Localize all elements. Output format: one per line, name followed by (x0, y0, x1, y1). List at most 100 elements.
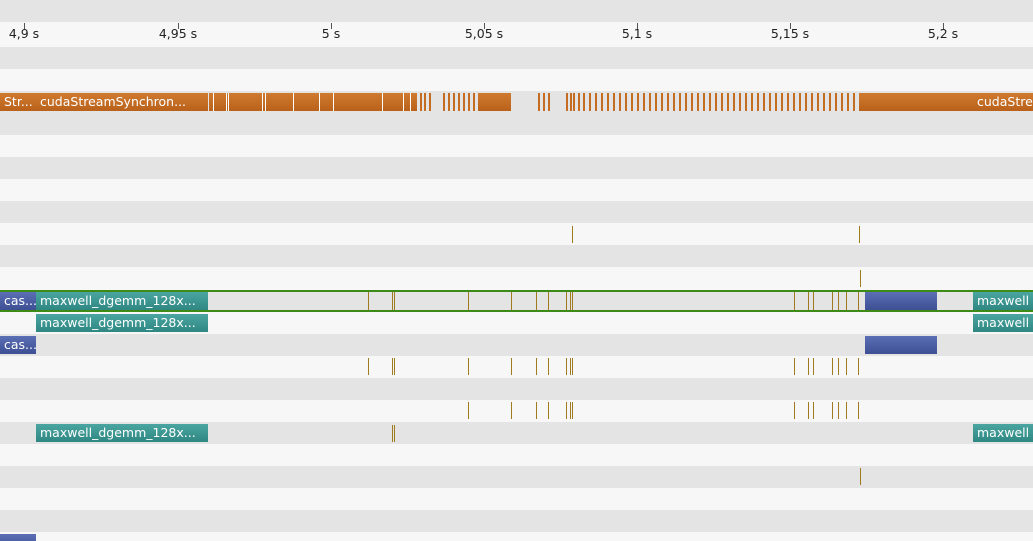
api-call-marker[interactable] (775, 93, 777, 111)
api-call-marker[interactable] (578, 93, 580, 111)
api-call-marker[interactable] (649, 93, 651, 111)
event-marker[interactable] (858, 358, 859, 375)
api-call-marker[interactable] (763, 93, 765, 111)
kernel-bar[interactable]: maxwell (973, 292, 1033, 310)
kernel-bar[interactable]: maxwell_dgemm_128x... (36, 314, 208, 332)
api-gap[interactable] (410, 93, 411, 111)
kernel-bar[interactable]: maxwell (973, 314, 1033, 332)
api-call-marker[interactable] (727, 93, 729, 111)
row[interactable] (0, 267, 1033, 289)
api-call-bar[interactable] (209, 93, 417, 111)
api-call-marker[interactable] (548, 93, 550, 111)
event-marker[interactable] (511, 292, 512, 310)
event-marker[interactable] (511, 402, 512, 419)
api-call-marker[interactable] (703, 93, 705, 111)
api-call-marker[interactable] (424, 93, 426, 111)
event-marker[interactable] (813, 402, 814, 419)
event-marker[interactable] (392, 292, 393, 310)
api-call-marker[interactable] (793, 93, 795, 111)
api-call-marker[interactable] (420, 93, 422, 111)
event-marker[interactable] (394, 358, 395, 375)
event-marker[interactable] (838, 292, 839, 310)
api-gap[interactable] (382, 93, 383, 111)
row[interactable] (0, 466, 1033, 488)
event-marker[interactable] (394, 425, 395, 442)
event-marker[interactable] (536, 292, 537, 310)
api-call-marker[interactable] (607, 93, 609, 111)
event-marker[interactable] (572, 402, 573, 419)
event-marker[interactable] (808, 292, 809, 310)
api-call-bar[interactable] (478, 93, 511, 111)
api-call-marker[interactable] (631, 93, 633, 111)
kernel-bar[interactable]: maxwell_dgemm_128x... (36, 292, 208, 310)
api-call-marker[interactable] (739, 93, 741, 111)
event-marker[interactable] (794, 402, 795, 419)
api-gap[interactable] (262, 93, 263, 111)
row[interactable] (0, 69, 1033, 91)
api-call-marker[interactable] (613, 93, 615, 111)
event-marker[interactable] (548, 292, 549, 310)
row[interactable] (0, 179, 1033, 201)
event-marker[interactable] (846, 402, 847, 419)
api-call-marker[interactable] (570, 93, 572, 111)
api-call-marker[interactable] (443, 93, 445, 111)
row[interactable] (0, 334, 1033, 356)
event-marker[interactable] (794, 292, 795, 310)
api-call-marker[interactable] (745, 93, 747, 111)
row[interactable] (0, 201, 1033, 223)
event-marker[interactable] (570, 402, 571, 419)
api-call-marker[interactable] (841, 93, 843, 111)
event-marker[interactable] (570, 292, 571, 310)
row[interactable] (0, 422, 1033, 444)
api-call-marker[interactable] (583, 93, 585, 111)
row[interactable] (0, 223, 1033, 245)
api-call-marker[interactable] (667, 93, 669, 111)
row[interactable] (0, 113, 1033, 135)
api-call-marker[interactable] (757, 93, 759, 111)
api-call-marker[interactable] (835, 93, 837, 111)
row[interactable] (0, 47, 1033, 69)
event-marker[interactable] (572, 292, 573, 310)
api-call-marker[interactable] (799, 93, 801, 111)
api-call-marker[interactable] (679, 93, 681, 111)
event-marker[interactable] (566, 402, 567, 419)
api-call-marker[interactable] (787, 93, 789, 111)
event-marker[interactable] (808, 358, 809, 375)
event-marker[interactable] (860, 468, 861, 485)
event-marker[interactable] (548, 402, 549, 419)
api-call-marker[interactable] (715, 93, 717, 111)
api-call-marker[interactable] (685, 93, 687, 111)
event-marker[interactable] (536, 402, 537, 419)
api-call-marker[interactable] (448, 93, 450, 111)
event-marker[interactable] (566, 358, 567, 375)
event-marker[interactable] (392, 358, 393, 375)
api-call-marker[interactable] (817, 93, 819, 111)
api-call-marker[interactable] (823, 93, 825, 111)
api-call-marker[interactable] (573, 93, 575, 111)
api-call-bar[interactable]: cudaStre (973, 93, 1033, 111)
row[interactable] (0, 510, 1033, 532)
api-call-marker[interactable] (637, 93, 639, 111)
api-gap[interactable] (333, 93, 334, 111)
api-gap[interactable] (228, 93, 229, 111)
memcpy-bar[interactable]: cas... (0, 292, 36, 310)
api-gap[interactable] (403, 93, 404, 111)
event-marker[interactable] (794, 358, 795, 375)
api-call-marker[interactable] (473, 93, 475, 111)
event-marker[interactable] (838, 358, 839, 375)
event-marker[interactable] (468, 358, 469, 375)
event-marker[interactable] (570, 358, 571, 375)
event-marker[interactable] (832, 292, 833, 310)
api-call-marker[interactable] (853, 93, 855, 111)
event-marker[interactable] (858, 292, 859, 310)
memcpy-bar[interactable]: cas... (0, 336, 36, 354)
api-call-marker[interactable] (453, 93, 455, 111)
event-marker[interactable] (572, 358, 573, 375)
kernel-bar[interactable]: maxwell_dgemm_128x... (36, 424, 208, 442)
api-call-marker[interactable] (733, 93, 735, 111)
api-call-marker[interactable] (811, 93, 813, 111)
memcpy-bar[interactable] (865, 292, 937, 310)
api-call-bar[interactable] (859, 93, 973, 111)
api-call-marker[interactable] (595, 93, 597, 111)
